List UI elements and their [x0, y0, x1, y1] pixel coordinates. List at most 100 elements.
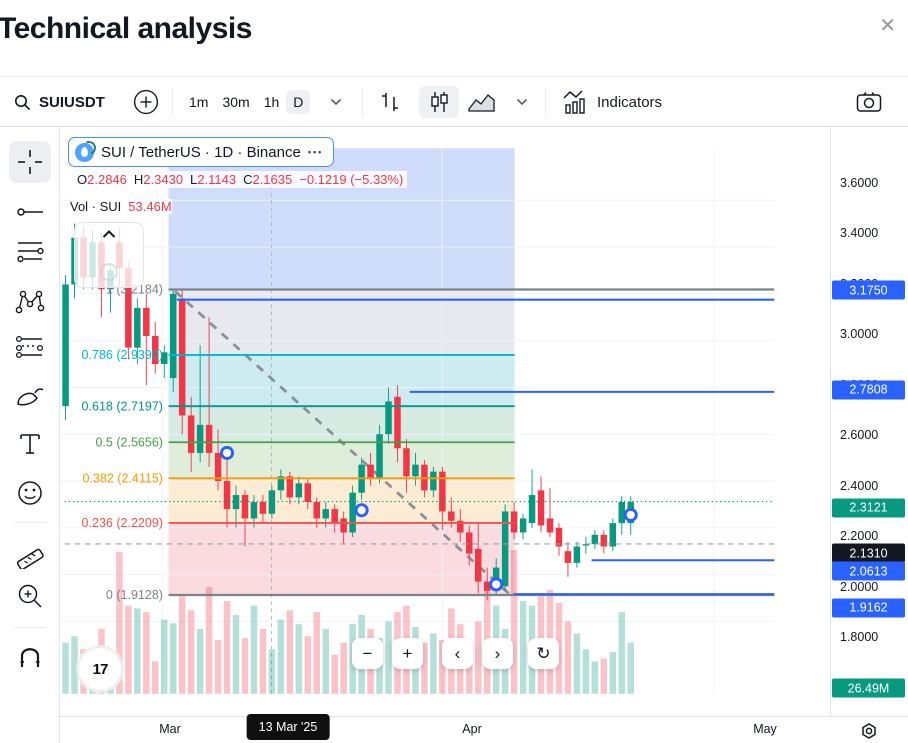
sidebar-divider — [14, 522, 46, 523]
fib-label: 0 (1.9128) — [106, 588, 163, 602]
ohlc-value: 2.2846 — [87, 172, 127, 187]
pattern-tool[interactable] — [9, 281, 51, 323]
xabcd-pattern-icon — [15, 290, 45, 314]
price-badge: 2.1310 — [832, 543, 905, 563]
price-tick: 2.0000 — [840, 579, 879, 594]
close-icon[interactable]: ✕ — [879, 15, 896, 37]
trade-markers — [219, 445, 638, 592]
sidebar-divider — [14, 627, 46, 628]
alert-lines — [176, 298, 775, 596]
pan-right-button[interactable]: › — [482, 638, 513, 669]
ohlc-value: 2.1635 — [252, 172, 293, 187]
pan-left-button[interactable]: ‹ — [442, 638, 473, 669]
chart-toolbar: SUIUSDT 1m 30m 1h D Indicators — [0, 77, 908, 127]
indicators-button[interactable]: Indicators — [562, 77, 662, 127]
interval-dropdown[interactable] — [330, 77, 342, 127]
zoom-out-button[interactable]: − — [352, 638, 383, 669]
fib-label: 0.618 (2.7197) — [82, 399, 163, 413]
interval-1m[interactable]: 1m — [189, 94, 209, 110]
style-dropdown[interactable] — [516, 77, 528, 127]
magnifier-plus-icon — [18, 584, 42, 608]
smiley-icon — [18, 481, 42, 505]
search-icon — [15, 94, 31, 110]
header-divider — [0, 76, 908, 77]
price-tick: 1.8000 — [840, 629, 879, 644]
drawing-tools-sidebar — [0, 127, 60, 743]
legend-symbol-title: SUI / TetherUS · 1D · Binance — [101, 143, 301, 161]
ohlc-key: O — [77, 172, 88, 187]
symbol-label: SUIUSDT — [39, 93, 105, 111]
snapshot-button[interactable] — [856, 77, 882, 127]
legend-more-icon[interactable]: ••• — [307, 147, 324, 157]
candles-style-button[interactable] — [419, 86, 459, 118]
sui-logo-icon — [75, 142, 94, 162]
price-badge: 2.3121 — [832, 498, 905, 518]
volume-label: Vol · SUI — [70, 199, 122, 214]
zoom-in-button[interactable]: + — [392, 638, 423, 669]
price-badge: 2.0613 — [832, 561, 905, 581]
chevron-up-icon — [102, 230, 116, 238]
trend-line-tool[interactable] — [9, 191, 51, 233]
time-tick: Mar — [159, 722, 181, 736]
reset-view-button[interactable]: ↻ — [528, 638, 559, 669]
page-title: Technical analysis — [0, 12, 252, 45]
ruler-icon — [16, 548, 44, 569]
volume-legend: Vol · SUI 53.46M — [70, 199, 172, 214]
magnet-icon — [20, 648, 40, 667]
forecast-icon — [15, 335, 44, 359]
price-badge: 2.7808 — [832, 380, 905, 400]
symbol-legend[interactable]: SUI / TetherUS · 1D · Binance ••• — [68, 137, 335, 167]
price-badge: 26.49M — [832, 678, 905, 698]
ohlc-values: O2.2846 H2.3430 L2.1143 C2.1635 −0.1219 (−5.… — [70, 171, 408, 188]
area-style-button[interactable] — [468, 77, 496, 127]
projection-tool[interactable] — [9, 327, 51, 369]
price-axis[interactable]: 3.60003.40003.20003.00002.80002.60002.40… — [830, 127, 908, 716]
brush-icon — [17, 388, 44, 406]
ohlc-value: 2.1143 — [197, 172, 237, 187]
price-tick: 2.2000 — [840, 529, 879, 544]
date-badge: 13 Mar '25 — [246, 714, 330, 740]
tradingview-logo[interactable]: 17 — [79, 648, 121, 690]
compare-add-button[interactable] — [133, 77, 159, 127]
trade-marker — [219, 445, 235, 460]
bars-chart-icon — [382, 93, 398, 111]
zoom-in-tool[interactable] — [9, 575, 51, 617]
axis-settings-icon[interactable] — [858, 720, 880, 742]
candles-layer — [62, 223, 634, 601]
change-value: −0.1219 (−5.33%) — [299, 172, 404, 187]
time-axis[interactable]: Mar Apr May 13 Mar '25 — [60, 714, 908, 743]
interval-30m[interactable]: 30m — [222, 94, 250, 110]
pane-collapse-control[interactable] — [74, 222, 144, 288]
price-badge: 3.1750 — [832, 280, 905, 300]
text-tool[interactable] — [9, 423, 51, 465]
interval-D[interactable]: D — [286, 90, 311, 114]
measure-tool[interactable] — [9, 533, 51, 575]
fib-retracement-tool[interactable] — [9, 231, 51, 273]
price-tick: 3.6000 — [840, 176, 879, 190]
price-chart[interactable]: 1 (3.2184)0.786 (2.9390)0.618 (2.7197)0.… — [60, 127, 830, 716]
ohlc-key: H — [133, 172, 144, 187]
interval-1h[interactable]: 1h — [263, 94, 280, 110]
ohlc-value: 2.3430 — [143, 172, 184, 187]
bar-style-button[interactable] — [378, 77, 402, 127]
camera-icon — [856, 92, 882, 112]
brush-tool[interactable] — [9, 375, 51, 417]
time-tick: Apr — [462, 722, 482, 736]
trade-marker — [489, 577, 504, 592]
price-tick: 2.6000 — [840, 428, 879, 443]
fib-label: 0.382 (2.4115) — [82, 471, 162, 485]
fib-label: 0.786 (2.9390) — [82, 348, 163, 362]
crosshair-tool[interactable] — [9, 141, 51, 183]
toolbar-divider — [545, 88, 546, 116]
emoji-tool[interactable] — [9, 472, 51, 514]
price-badge: 1.9162 — [832, 598, 905, 618]
plus-circle-icon — [133, 89, 159, 115]
fib-lines-icon — [17, 242, 44, 263]
area-chart-icon — [468, 94, 495, 112]
symbol-search-button[interactable]: SUIUSDT — [14, 77, 105, 127]
toolbar-divider — [362, 88, 363, 116]
ohlc-key: C — [243, 172, 253, 187]
trade-marker — [623, 507, 638, 522]
magnet-tool[interactable] — [9, 637, 51, 679]
crosshair-icon — [18, 150, 42, 174]
